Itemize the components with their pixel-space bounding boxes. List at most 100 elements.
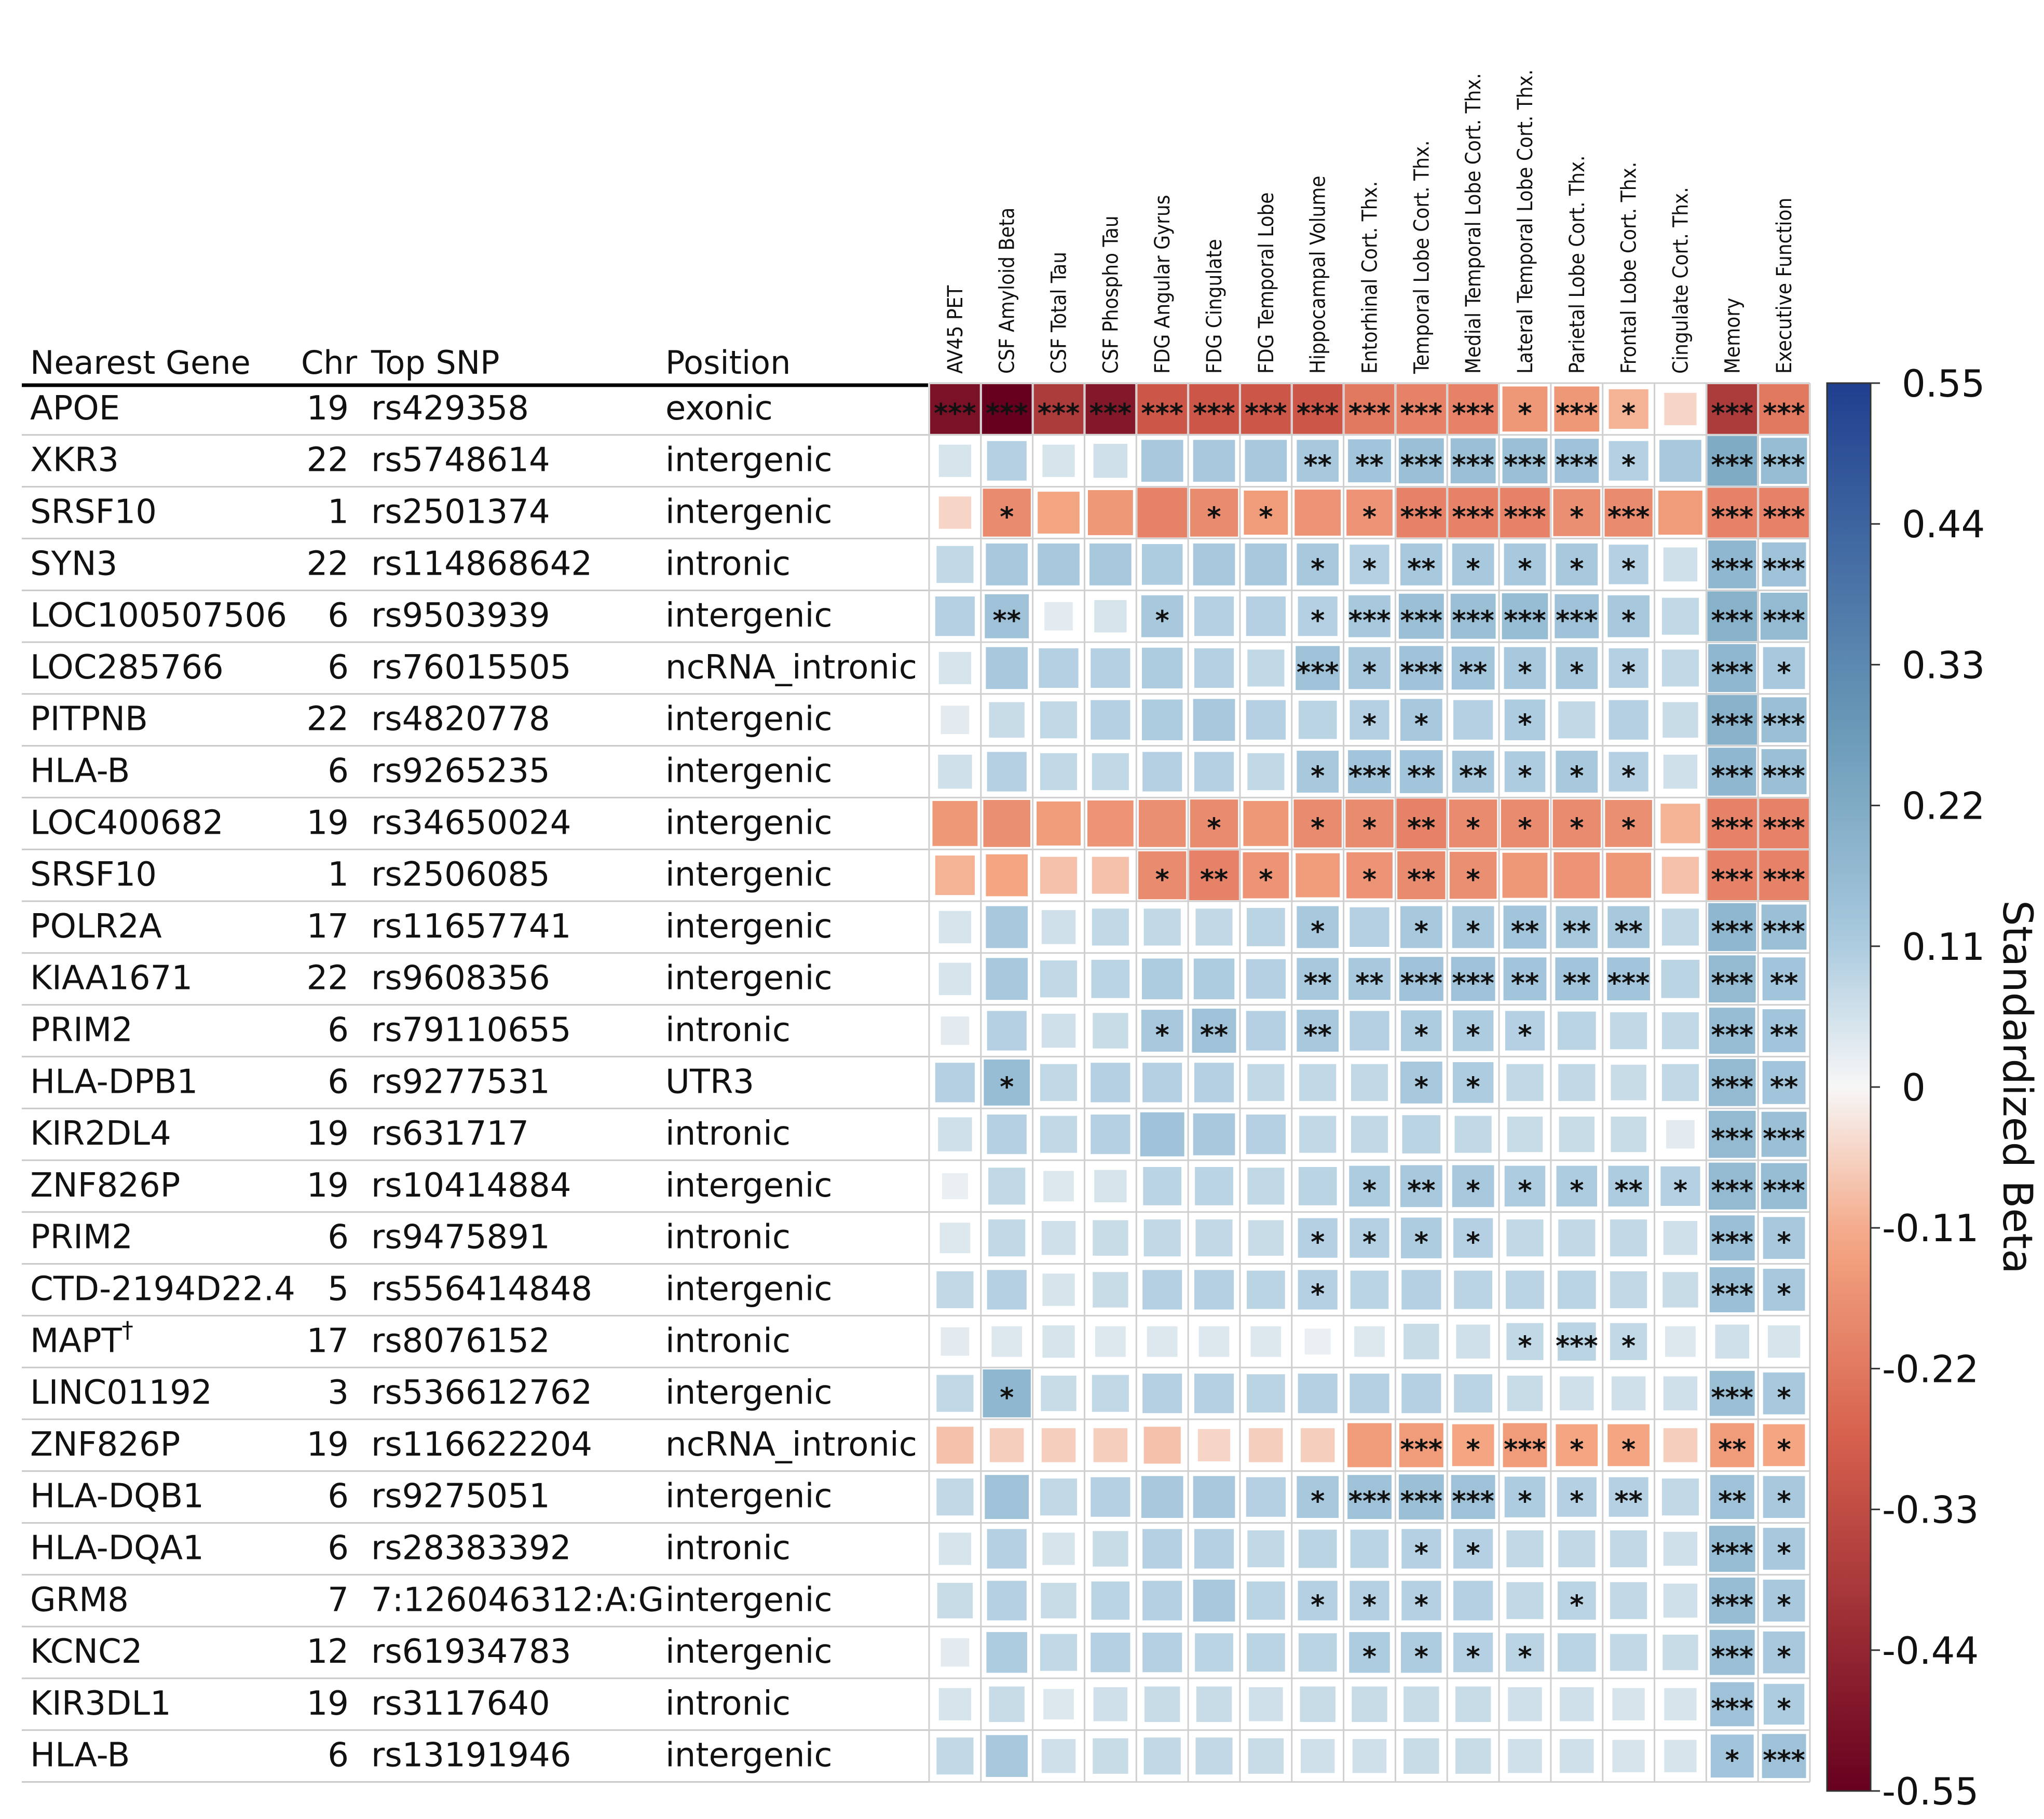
table-row: APOE 19 rs429358 exonic	[22, 389, 929, 436]
heatmap-cell	[1453, 1581, 1493, 1621]
heatmap-cell	[983, 488, 1031, 537]
heatmap-cell	[1350, 1529, 1389, 1568]
chromosome: 12	[307, 1633, 349, 1671]
heatmap-cell	[1041, 1428, 1076, 1462]
top-snp: rs9608356	[371, 959, 550, 998]
heatmap-cell	[1452, 1424, 1494, 1467]
heatmap-cell	[1663, 1428, 1698, 1462]
heatmap-cell	[1246, 1115, 1286, 1155]
heatmap-cell	[1708, 1059, 1756, 1106]
significance-marker: ***	[1763, 553, 1805, 585]
top-snp: rs114868642	[371, 545, 592, 583]
heatmap-cell	[1195, 908, 1233, 946]
heatmap-cell	[1661, 1064, 1699, 1101]
heatmap-cell	[1138, 800, 1186, 847]
heatmap-cell	[1194, 1529, 1234, 1569]
significance-marker: *	[1362, 1641, 1377, 1673]
snp-position: intronic	[665, 1011, 791, 1049]
heatmap-cell	[1093, 1428, 1128, 1462]
significance-marker: ***	[1348, 761, 1391, 792]
significance-marker: ***	[1711, 1020, 1753, 1051]
heatmap-cell	[1708, 540, 1756, 589]
heatmap-cell	[1141, 958, 1183, 999]
snp-table: Nearest Gene Chr Top SNP Position APOE 19 rs42…	[22, 344, 929, 1783]
snp-position: intergenic	[665, 1581, 833, 1619]
heatmap-cell	[1246, 1633, 1285, 1672]
heatmap-cell	[1040, 960, 1078, 998]
heatmap-cell	[1501, 799, 1549, 848]
significance-marker: **	[1770, 968, 1798, 999]
gene-name: SRSF10	[30, 856, 157, 894]
heatmap-cell	[986, 543, 1028, 586]
heatmap-cell	[1503, 957, 1547, 1001]
heatmap-cell	[1042, 1325, 1075, 1358]
significance-marker: ***	[1556, 1331, 1598, 1362]
heatmap-cell	[1246, 1270, 1285, 1309]
table-row: POLR2A 17 rs11657741 intergenic	[22, 907, 929, 954]
snp-position: ncRNA_intronic	[665, 1426, 917, 1464]
heatmap-cell	[1663, 1531, 1698, 1566]
heatmap-cell	[1190, 488, 1238, 537]
significance-marker: **	[1563, 968, 1591, 999]
top-snp: rs3117640	[371, 1685, 550, 1723]
top-snp: rs116622204	[371, 1426, 592, 1464]
heatmap-cells: *** *** *** *** *** *** *** *** *** *** *** * *** * **…	[930, 384, 1809, 1779]
heatmap-cell	[1611, 1376, 1646, 1410]
gene-name: KIR2DL4	[30, 1115, 171, 1153]
heatmap-cell	[1040, 857, 1078, 894]
heatmap-cell	[1298, 596, 1338, 636]
heatmap-cell	[936, 1375, 974, 1412]
gene-name: LOC400682	[30, 804, 224, 842]
chromosome: 1	[328, 493, 349, 531]
heatmap-cell	[1709, 1267, 1755, 1312]
top-snp: rs9265235	[371, 752, 550, 790]
significance-marker: *	[1311, 1279, 1325, 1310]
top-snp: rs8076152	[371, 1322, 550, 1360]
table-row: PRIM2 6 rs79110655 intronic	[22, 1011, 929, 1057]
table-row: SRSF10 1 rs2506085 intergenic	[22, 856, 929, 902]
heatmap-cell	[1142, 1063, 1182, 1103]
heatmap-cell	[983, 800, 1031, 847]
heatmap-cell	[1709, 1526, 1755, 1572]
heatmap-cell	[982, 384, 1032, 434]
gene-name: HLA-B	[30, 752, 130, 790]
significance-marker: *	[1570, 1486, 1584, 1517]
heatmap-cell	[1297, 440, 1339, 482]
heatmap-cell	[1454, 1374, 1493, 1413]
heatmap-cell	[1354, 1326, 1385, 1357]
significance-marker: *	[1362, 553, 1377, 585]
heatmap-cell	[1761, 697, 1807, 743]
significance-marker: ***	[1556, 450, 1598, 481]
heatmap-cell	[1504, 751, 1546, 792]
heatmap-cell	[987, 1115, 1027, 1155]
heatmap-cell	[1661, 959, 1700, 998]
heatmap-cell	[1707, 384, 1757, 434]
heatmap-cell	[1092, 857, 1129, 894]
heatmap-cell	[1294, 490, 1341, 536]
top-snp: rs9503939	[371, 596, 550, 635]
heatmap-cell	[1401, 1374, 1441, 1414]
heatmap-cell	[1454, 1116, 1492, 1153]
colorbar-gradient	[1826, 382, 1872, 1792]
significance-marker: **	[1614, 916, 1642, 947]
gene-name: PRIM2	[30, 1011, 133, 1049]
heatmap-cell	[1195, 1219, 1233, 1257]
heatmap-cell	[1193, 1579, 1235, 1622]
snp-position: ncRNA_intronic	[665, 648, 917, 687]
heatmap-cell	[1141, 699, 1183, 740]
heatmap-cell	[1506, 1064, 1544, 1101]
significance-marker: *	[1155, 605, 1169, 636]
gene-name: LOC285766	[30, 648, 224, 687]
significance-marker: *	[1466, 1227, 1480, 1258]
heatmap-cell	[1043, 1689, 1074, 1720]
column-label: AV45 PET	[944, 285, 968, 374]
heatmap-cell	[1349, 1165, 1390, 1207]
significance-marker: *	[1311, 1486, 1325, 1517]
heatmap-cell	[1399, 1423, 1443, 1468]
heatmap-cell	[1241, 384, 1291, 434]
heatmap-cell	[1759, 384, 1809, 434]
significance-marker: ***	[1400, 605, 1443, 636]
table-row: KIAA1671 22 rs9608356 intergenic	[22, 959, 929, 1006]
chromosome: 22	[307, 441, 349, 480]
heatmap-cell	[1141, 440, 1183, 482]
